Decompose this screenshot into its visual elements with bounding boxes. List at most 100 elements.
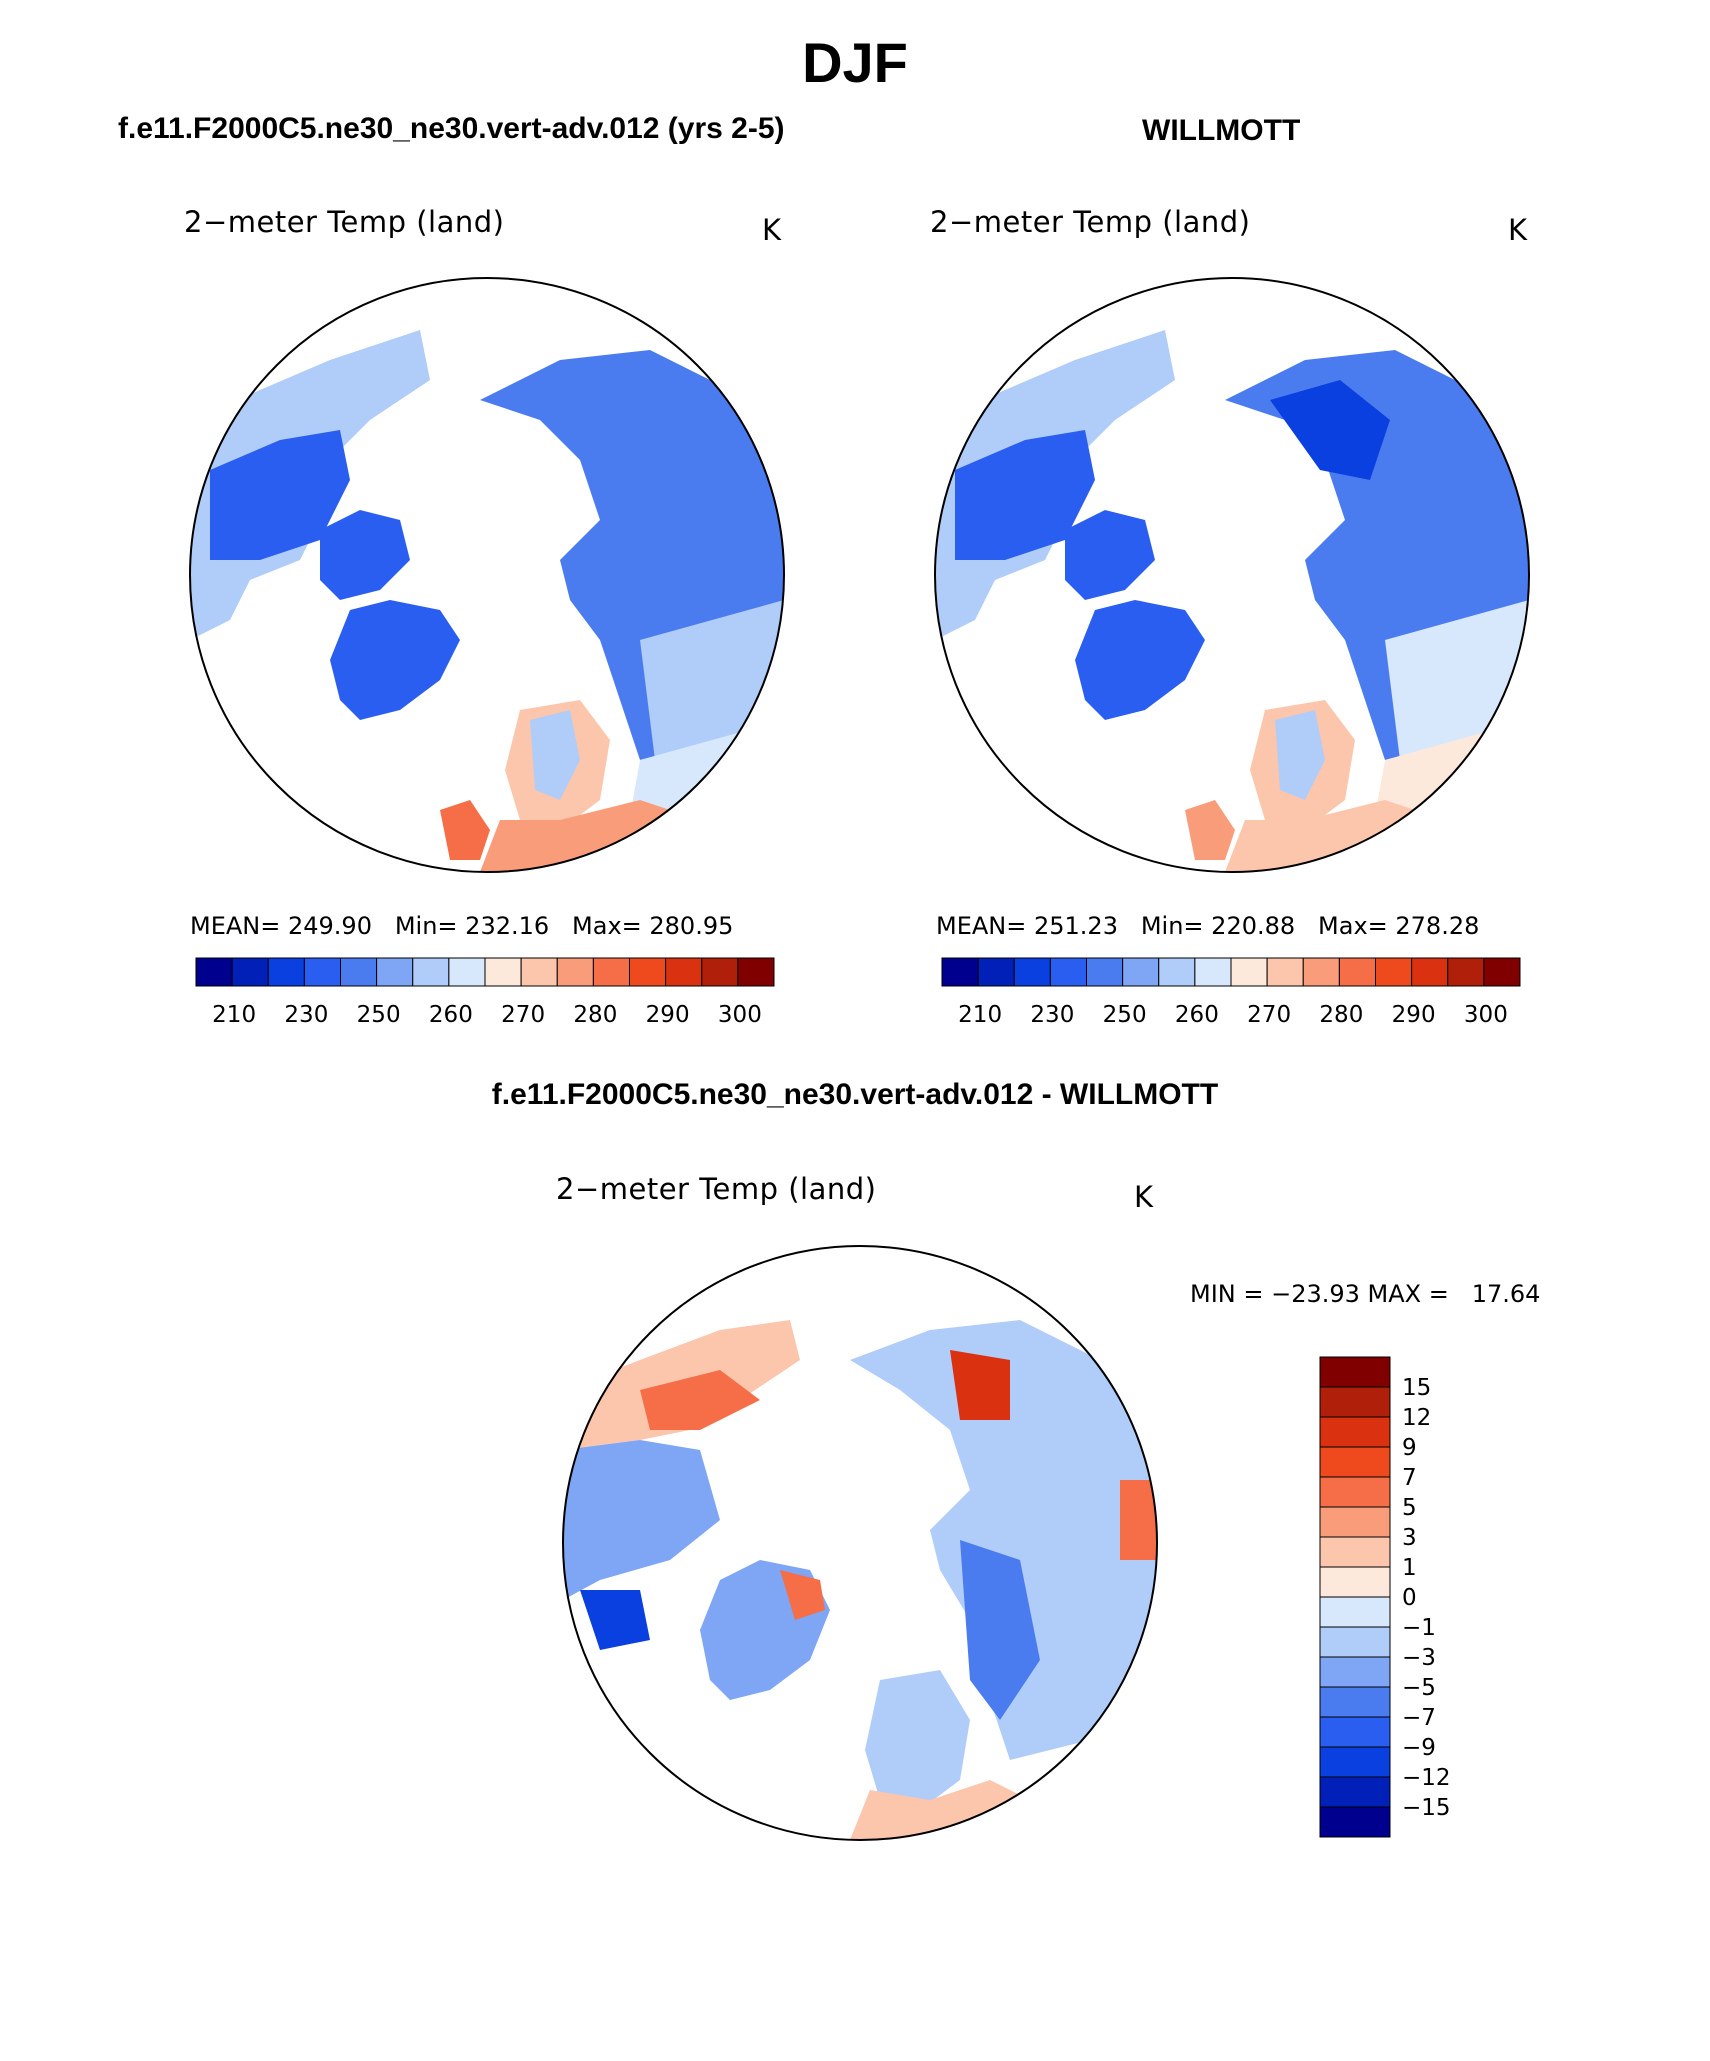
colorbar-swatch <box>1319 1596 1391 1628</box>
colorbar-tick-label: 300 <box>718 1002 762 1028</box>
diff-stats: MIN = −23.93 MAX = 17.64 <box>1190 1280 1541 1308</box>
colorbar-tick-label: 0 <box>1402 1585 1417 1611</box>
colorbar-swatch <box>1319 1356 1391 1388</box>
colorbar-swatch <box>1122 957 1160 987</box>
colorbar-tick-label: −15 <box>1402 1795 1451 1821</box>
colorbar-swatch <box>629 957 667 987</box>
page-title: DJF <box>802 31 908 94</box>
colorbar-swatch <box>1319 1416 1391 1448</box>
diff-units-label: K <box>1134 1180 1154 1214</box>
colorbar-tick-label: 230 <box>1030 1002 1074 1028</box>
case-scandinavia <box>530 710 580 800</box>
colorbar-swatch <box>1319 1746 1391 1778</box>
colorbar-swatch <box>448 957 486 987</box>
colorbar-swatch <box>267 957 305 987</box>
colorbar-tick-label: 290 <box>1392 1002 1436 1028</box>
colorbar-swatch <box>1049 957 1087 987</box>
colorbar-tick-label: 250 <box>357 1002 401 1028</box>
obs-title: WILLMOTT <box>1142 114 1301 147</box>
case-colorbar: 210 230 250 260 270 280 290 300 <box>195 957 775 1028</box>
obs-uk <box>1185 800 1235 860</box>
colorbar-swatch <box>1319 1776 1391 1808</box>
colorbar-swatch <box>1483 957 1521 987</box>
colorbar-tick-label: −12 <box>1402 1765 1451 1791</box>
colorbar-swatch <box>977 957 1015 987</box>
diff-europe <box>865 1670 970 1810</box>
colorbar-swatch <box>941 957 979 987</box>
colorbar-swatch <box>1319 1566 1391 1598</box>
colorbar-swatch <box>1302 957 1340 987</box>
diff-na-east-warm <box>1120 1480 1157 1560</box>
colorbar-swatch <box>1338 957 1376 987</box>
colorbar-swatch <box>556 957 594 987</box>
obs-arctic-islands <box>1065 510 1155 600</box>
obs-variable-label: 2−meter Temp (land) <box>930 205 1251 239</box>
colorbar-tick-label: 270 <box>1247 1002 1291 1028</box>
colorbar-swatch <box>737 957 775 987</box>
colorbar-tick-label: 230 <box>284 1002 328 1028</box>
colorbar-swatch <box>1319 1506 1391 1538</box>
diff-na-cool-band <box>960 1540 1040 1720</box>
colorbar-tick-label: 12 <box>1402 1405 1431 1431</box>
colorbar-swatch <box>1411 957 1449 987</box>
colorbar-tick-label: 210 <box>212 1002 256 1028</box>
diff-north-america <box>850 1320 1157 1760</box>
diff-greenland-warm <box>780 1570 825 1620</box>
case-title: f.e11.F2000C5.ne30_ne30.vert-adv.012 (yr… <box>118 112 785 145</box>
colorbar-tick-label: 300 <box>1464 1002 1508 1028</box>
colorbar-tick-label: 290 <box>646 1002 690 1028</box>
diff-cold-spot <box>580 1590 650 1650</box>
colorbar-tick-label: 1 <box>1402 1555 1417 1581</box>
colorbar-swatch <box>1319 1686 1391 1718</box>
colorbar-tick-label: 260 <box>429 1002 473 1028</box>
diff-na-warm <box>950 1350 1010 1420</box>
colorbar-swatch <box>1319 1716 1391 1748</box>
diff-colorbar: 15 12 9 7 5 3 1 0 −1 −3 −5 −7 −9 −12 −15 <box>1319 1356 1451 1838</box>
obs-greenland <box>1075 600 1205 720</box>
colorbar-swatch <box>1266 957 1304 987</box>
colorbar-swatch <box>592 957 630 987</box>
colorbar-swatch <box>1375 957 1413 987</box>
obs-na-core <box>1270 380 1390 480</box>
case-stats: MEAN= 249.90 Min= 232.16 Max= 280.95 <box>190 912 734 940</box>
case-siberia-cold <box>210 430 350 560</box>
colorbar-tick-label: −9 <box>1402 1735 1436 1761</box>
colorbar-tick-label: 270 <box>501 1002 545 1028</box>
obs-polar-map <box>934 277 1530 873</box>
colorbar-tick-label: 210 <box>958 1002 1002 1028</box>
colorbar-swatch <box>195 957 233 987</box>
colorbar-swatch <box>1230 957 1268 987</box>
colorbar-tick-label: 7 <box>1402 1465 1417 1491</box>
case-arctic-islands <box>320 510 410 600</box>
colorbar-swatch <box>1013 957 1051 987</box>
colorbar-swatch <box>340 957 378 987</box>
colorbar-swatch <box>1319 1626 1391 1658</box>
diff-siberia-cool <box>563 1440 720 1600</box>
colorbar-tick-label: 280 <box>573 1002 617 1028</box>
colorbar-tick-label: 15 <box>1402 1375 1431 1401</box>
colorbar-swatch <box>376 957 414 987</box>
colorbar-swatch <box>1319 1536 1391 1568</box>
colorbar-swatch <box>1319 1656 1391 1688</box>
colorbar-swatch <box>701 957 739 987</box>
colorbar-swatch <box>1086 957 1124 987</box>
colorbar-swatch <box>1319 1386 1391 1418</box>
colorbar-swatch <box>520 957 558 987</box>
obs-siberia-cold <box>955 430 1095 560</box>
colorbar-tick-label: −1 <box>1402 1615 1436 1641</box>
colorbar-swatch <box>412 957 450 987</box>
colorbar-swatch <box>1319 1806 1391 1838</box>
colorbar-swatch <box>1319 1476 1391 1508</box>
diff-polar-map <box>562 1245 1158 1841</box>
diff-variable-label: 2−meter Temp (land) <box>556 1172 877 1206</box>
case-units-label: K <box>762 213 782 247</box>
case-greenland <box>330 600 460 720</box>
colorbar-swatch <box>303 957 341 987</box>
colorbar-swatch <box>1194 957 1232 987</box>
obs-stats: MEAN= 251.23 Min= 220.88 Max= 278.28 <box>936 912 1480 940</box>
colorbar-swatch <box>665 957 703 987</box>
colorbar-tick-label: −7 <box>1402 1705 1436 1731</box>
diff-title: f.e11.F2000C5.ne30_ne30.vert-adv.012 - W… <box>491 1078 1219 1111</box>
